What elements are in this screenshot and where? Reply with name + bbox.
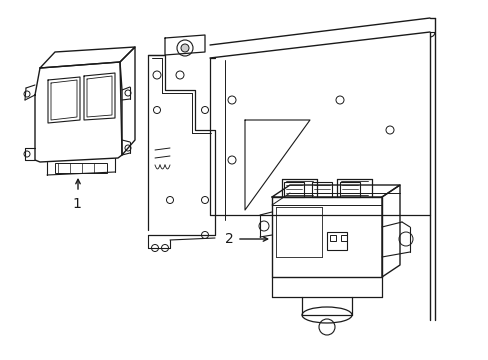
Text: 2: 2	[225, 232, 234, 246]
Bar	[326, 232, 346, 250]
Text: 1: 1	[72, 197, 81, 211]
Bar	[329, 235, 335, 241]
Bar	[284, 182, 304, 197]
Bar	[339, 182, 359, 197]
Bar	[55, 163, 107, 173]
Bar	[311, 182, 331, 197]
Bar	[340, 235, 346, 241]
Circle shape	[181, 44, 189, 52]
